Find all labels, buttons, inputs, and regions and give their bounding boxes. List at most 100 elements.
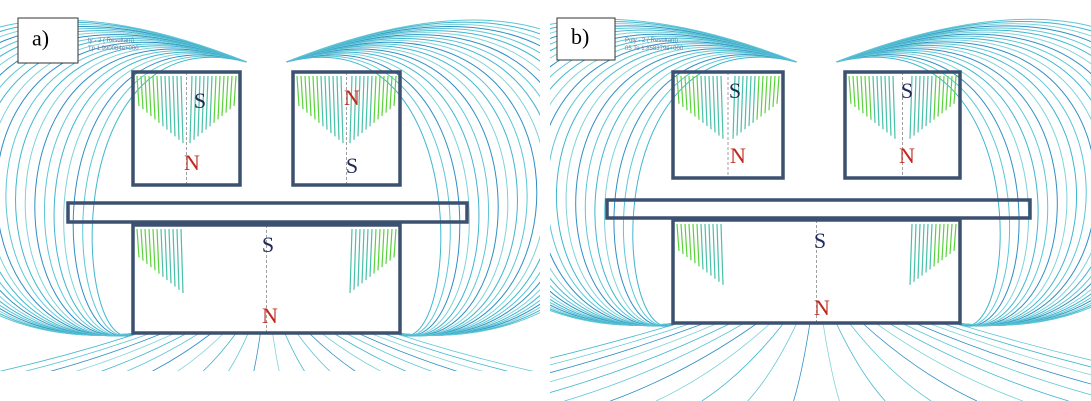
- field-hatch: [390, 76, 392, 109]
- field-line: [915, 323, 1091, 401]
- field-hatch: [157, 76, 159, 123]
- field-hatch: [889, 76, 891, 136]
- field-hatch: [857, 76, 859, 110]
- field-line: [837, 24, 1091, 326]
- field-hatch: [741, 76, 743, 132]
- field-hatch: [141, 76, 143, 109]
- field-line: [823, 323, 839, 401]
- field-line: [287, 55, 460, 336]
- field-line: [889, 323, 1069, 401]
- field-line: [0, 333, 163, 401]
- field-hatch: [717, 76, 719, 136]
- field-hatch: [234, 76, 236, 106]
- field-hatch: [761, 76, 763, 117]
- result-caption: Tp 1.990084e+000: [88, 46, 139, 52]
- field-hatch: [362, 229, 364, 283]
- plate: [607, 200, 1030, 218]
- field-line: [394, 333, 713, 401]
- pole-label: S: [194, 88, 206, 113]
- field-hatch: [222, 76, 224, 116]
- field-hatch: [321, 76, 323, 126]
- field-hatch: [161, 76, 163, 126]
- field-line: [633, 57, 797, 326]
- field-hatch: [701, 76, 703, 123]
- field-line: [0, 333, 175, 401]
- field-line: [0, 333, 139, 401]
- field-line: [837, 19, 1091, 325]
- field-line: [702, 323, 784, 401]
- field-line: [0, 333, 151, 401]
- field-hatch: [717, 224, 719, 282]
- result-caption: 05 To 1.858379e+000: [625, 46, 684, 52]
- field-hatch: [950, 224, 952, 254]
- field-line: [287, 39, 557, 336]
- field-line: [273, 333, 288, 401]
- field-hatch: [370, 76, 372, 126]
- field-hatch: [350, 229, 352, 293]
- field-line: [83, 56, 247, 336]
- field-hatch: [877, 76, 879, 126]
- field-hatch: [881, 76, 883, 129]
- field-hatch: [954, 76, 956, 104]
- field-hatch: [934, 76, 936, 120]
- panel-label: a): [32, 26, 49, 51]
- field-hatch: [169, 229, 171, 283]
- field-hatch: [329, 76, 331, 133]
- field-line: [902, 323, 1091, 401]
- field-hatch: [305, 76, 307, 113]
- field-line: [370, 333, 628, 401]
- field-hatch: [685, 76, 687, 110]
- field-hatch: [918, 224, 920, 279]
- pole-label: N: [184, 150, 200, 175]
- figure: SNNSSNa)ty - 2 ( Resultant)Tp 1.990084e+…: [0, 0, 1091, 401]
- field-hatch: [677, 224, 679, 251]
- field-hatch: [358, 229, 360, 287]
- pole-label: N: [730, 143, 746, 168]
- result-caption: ty - 2 ( Resultant): [88, 38, 134, 44]
- field-hatch: [721, 224, 723, 285]
- field-hatch: [749, 76, 751, 126]
- pole-label: N: [899, 143, 915, 168]
- field-line: [6, 44, 247, 336]
- field-line: [837, 45, 1077, 325]
- field-line: [875, 323, 1022, 401]
- field-hatch: [165, 229, 167, 280]
- field-hatch: [317, 76, 319, 123]
- field-line: [245, 333, 260, 401]
- field-hatch: [161, 229, 163, 277]
- field-line: [333, 333, 500, 401]
- field-hatch: [689, 224, 691, 260]
- field-hatch: [861, 76, 863, 113]
- field-hatch: [337, 76, 339, 140]
- field-line: [309, 333, 415, 401]
- field-line: [0, 42, 247, 335]
- field-line: [285, 333, 331, 401]
- field-hatch: [701, 224, 703, 269]
- field-line: [508, 36, 796, 325]
- field-line: [118, 333, 224, 401]
- field-hatch: [685, 224, 687, 257]
- field-hatch: [378, 229, 380, 270]
- field-hatch: [362, 76, 364, 133]
- field-hatch: [773, 76, 775, 107]
- field-hatch: [382, 229, 384, 267]
- pole-label: S: [901, 78, 913, 103]
- field-line: [73, 55, 246, 336]
- plate: [68, 203, 467, 222]
- field-hatch: [137, 229, 139, 257]
- field-hatch: [230, 76, 232, 109]
- field-hatch: [938, 76, 940, 117]
- field-hatch: [697, 224, 699, 266]
- field-line: [836, 323, 885, 401]
- field-hatch: [354, 229, 356, 290]
- field-hatch: [382, 76, 384, 116]
- field-hatch: [777, 76, 779, 104]
- field-hatch: [934, 224, 936, 266]
- field-hatch: [926, 76, 928, 126]
- field-hatch: [165, 76, 167, 130]
- field-hatch: [910, 224, 912, 285]
- field-line: [527, 40, 796, 326]
- field-hatch: [173, 229, 175, 287]
- field-hatch: [849, 76, 851, 104]
- field-hatch: [914, 76, 916, 136]
